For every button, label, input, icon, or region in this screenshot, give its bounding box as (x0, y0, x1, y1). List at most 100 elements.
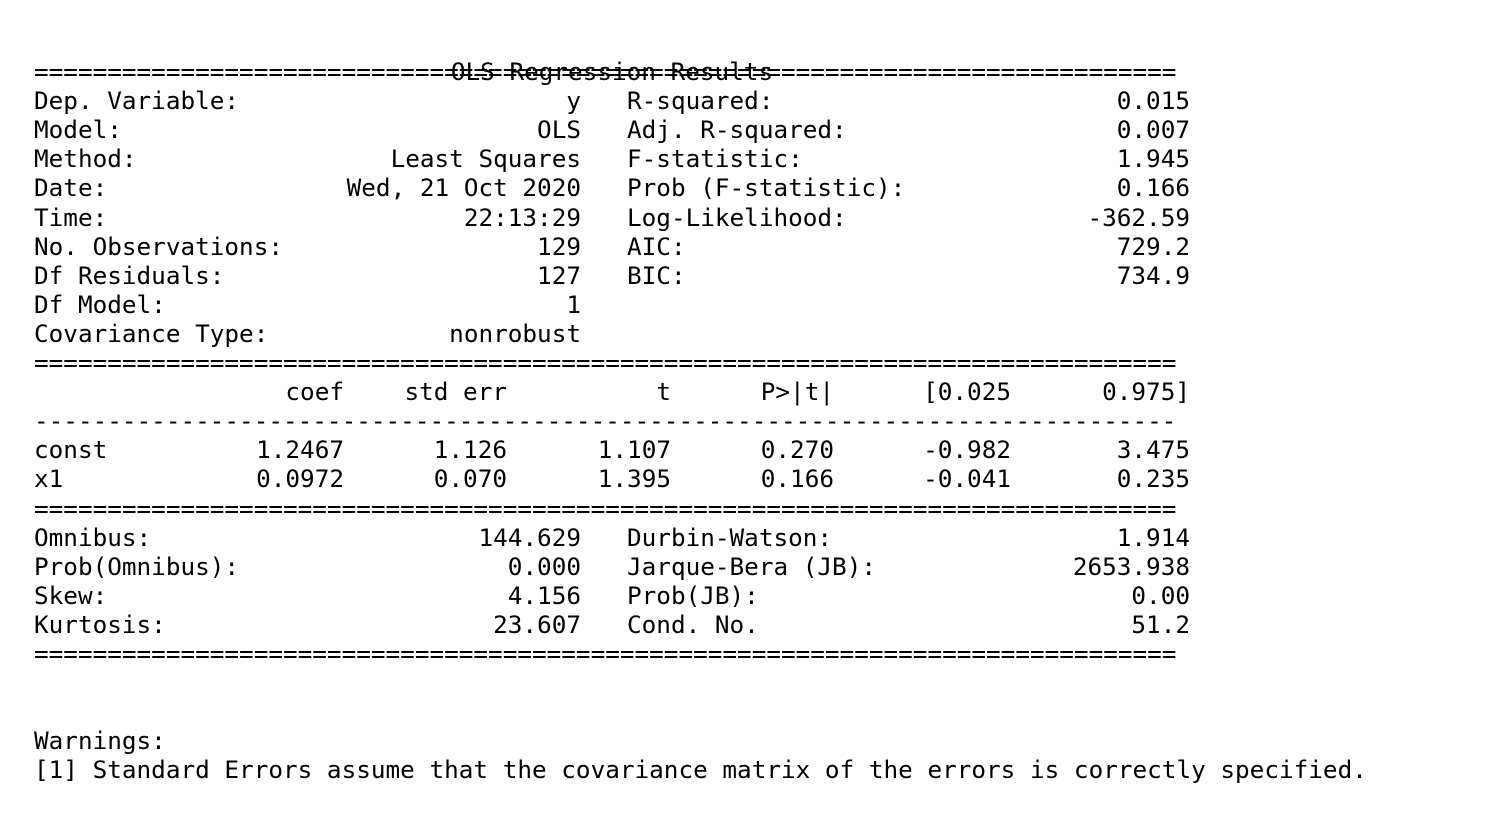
variable-name: x1 (34, 464, 64, 494)
model-info-row: Time: 22:13:29 Log-Likelihood: -362.59 (34, 203, 1494, 232)
stat-label: Adj. R-squared: (627, 115, 847, 145)
coef-table-header: coef std err t P>|t| [0.025 0.975] (34, 377, 1494, 406)
stat-value: 0.00 (1131, 580, 1190, 610)
stat-value: 2653.938 (1072, 551, 1190, 581)
stat-value: 0.007 (1116, 115, 1190, 145)
stat-label: Durbin-Watson: (627, 522, 833, 552)
column-header: [0.025 (923, 377, 1011, 407)
variable-name: const (34, 435, 108, 465)
stat-label: R-squared: (627, 86, 774, 116)
stat-value: OLS (537, 115, 581, 145)
column-header: P>|t| (760, 377, 834, 407)
stat-label: Log-Likelihood: (627, 202, 847, 232)
stat-label: Prob(Omnibus): (34, 551, 240, 581)
stat-label: Covariance Type: (34, 318, 269, 348)
warnings-heading: Warnings: (34, 726, 166, 756)
stat-value: 0.000 (507, 551, 581, 581)
warning-text: [1] Standard Errors assume that the cova… (34, 755, 1367, 785)
stat-value: 127 (537, 260, 581, 290)
coef-cell: 0.166 (760, 464, 834, 494)
stat-label: Prob(JB): (627, 580, 759, 610)
stat-value: Wed, 21 Oct 2020 (346, 173, 581, 203)
stat-value: 23.607 (493, 609, 581, 639)
coef-cell: 3.475 (1116, 435, 1190, 465)
coef-cell: 0.070 (433, 464, 507, 494)
model-info-row: Covariance Type: nonrobust (34, 319, 1494, 348)
single-rule: ----------------------------------------… (34, 406, 1494, 435)
stat-value: 734.9 (1116, 260, 1190, 290)
stat-value: 0.015 (1116, 86, 1190, 116)
coef-cell: 0.0972 (256, 464, 344, 494)
stat-value: 22:13:29 (463, 202, 581, 232)
single-rule-text: ----------------------------------------… (34, 406, 1177, 436)
stat-label: F-statistic: (627, 144, 803, 174)
model-info-row: Date: Wed, 21 Oct 2020 Prob (F-statistic):… (34, 173, 1494, 202)
column-header: coef (285, 377, 344, 407)
stat-label: Time: (34, 202, 108, 232)
stat-value: 4.156 (507, 580, 581, 610)
spacer-row (34, 697, 1494, 726)
model-info-row: Df Model: 1 (34, 290, 1494, 319)
stat-label: Omnibus: (34, 522, 152, 552)
column-header: 0.975] (1102, 377, 1190, 407)
stat-value: 51.2 (1131, 609, 1190, 639)
stat-label: Df Model: (34, 289, 166, 319)
coef-cell: 1.107 (597, 435, 671, 465)
model-info-row: Model: OLS Adj. R-squared: 0.007 (34, 115, 1494, 144)
double-rule-text: ========================================… (34, 348, 1177, 378)
coef-cell: 0.270 (760, 435, 834, 465)
double-rule-text: ========================================… (34, 493, 1177, 523)
warnings-heading-row: Warnings: (34, 726, 1494, 755)
stat-label: AIC: (627, 231, 686, 261)
stat-value: 0.166 (1116, 173, 1190, 203)
spacer-row (34, 668, 1494, 697)
stat-label: Skew: (34, 580, 108, 610)
coef-table-row: const 1.2467 1.126 1.107 0.270 -0.982 3.475 (34, 435, 1494, 464)
warning-row: [1] Standard Errors assume that the cova… (34, 755, 1494, 784)
coef-cell: 1.395 (597, 464, 671, 494)
stat-value: 144.629 (478, 522, 581, 552)
model-info-section: Dep. Variable: y R-squared: 0.015 Model: OLS A… (34, 86, 1494, 348)
stat-label: Df Residuals: (34, 260, 225, 290)
coef-table-row: x1 0.0972 0.070 1.395 0.166 -0.041 0.235 (34, 464, 1494, 493)
stat-value: -362.59 (1087, 202, 1190, 232)
stat-label: Jarque-Bera (JB): (627, 551, 876, 581)
double-rule-text: ========================================… (34, 638, 1177, 668)
top-double-rule: ========================================… (34, 57, 1494, 86)
model-info-row: Dep. Variable: y R-squared: 0.015 (34, 86, 1494, 115)
stat-label: Method: (34, 144, 137, 174)
stat-label: Kurtosis: (34, 609, 166, 639)
mid-double-rule: ========================================… (34, 348, 1494, 377)
coef-cell: 0.235 (1116, 464, 1190, 494)
stat-label: No. Observations: (34, 231, 283, 261)
model-info-row: Method: Least Squares F-statistic: 1.945 (34, 144, 1494, 173)
coef-cell: 1.2467 (256, 435, 344, 465)
stat-label: BIC: (627, 260, 686, 290)
bottom-double-rule: ========================================… (34, 639, 1494, 668)
lower-double-rule: ========================================… (34, 494, 1494, 523)
stat-value: nonrobust (449, 318, 581, 348)
stat-value: 729.2 (1116, 231, 1190, 261)
stat-value: Least Squares (390, 144, 581, 174)
stat-value: 1 (566, 289, 581, 319)
report-title: OLS Regression Results (450, 57, 774, 87)
stat-value: y (566, 86, 581, 116)
regression-report: OLS Regression Results =================… (34, 28, 1494, 784)
double-rule-text: ========================================… (34, 57, 1177, 87)
diagnostics-row: Skew: 4.156 Prob(JB): 0.00 (34, 581, 1494, 610)
diagnostics-row: Kurtosis: 23.607 Cond. No. 51.2 (34, 610, 1494, 639)
coef-cell: -0.041 (923, 464, 1011, 494)
coef-cell: 1.126 (433, 435, 507, 465)
column-header: std err (404, 377, 507, 407)
stat-value: 1.945 (1116, 144, 1190, 174)
column-header: t (656, 377, 671, 407)
coef-table-body: const 1.2467 1.126 1.107 0.270 -0.982 3.475 x1 0… (34, 435, 1494, 493)
diagnostics-row: Omnibus: 144.629 Durbin-Watson: 1.914 (34, 523, 1494, 552)
model-info-row: No. Observations: 129 AIC: 729.2 (34, 232, 1494, 261)
diagnostics-row: Prob(Omnibus): 0.000 Jarque-Bera (JB): 2653… (34, 552, 1494, 581)
model-info-row: Df Residuals: 127 BIC: 734.9 (34, 261, 1494, 290)
coef-cell: -0.982 (923, 435, 1011, 465)
stat-label: Model: (34, 115, 122, 145)
stat-label: Prob (F-statistic): (627, 173, 906, 203)
stat-label: Dep. Variable: (34, 86, 240, 116)
